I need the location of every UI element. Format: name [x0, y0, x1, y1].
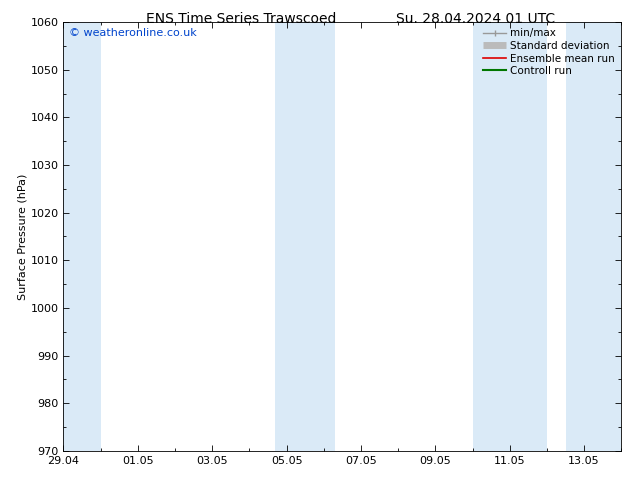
Bar [472, 22, 547, 451]
Bar [63, 22, 101, 451]
Y-axis label: Surface Pressure (hPa): Surface Pressure (hPa) [18, 173, 28, 299]
Text: © weatheronline.co.uk: © weatheronline.co.uk [69, 28, 197, 39]
Legend: min/max, Standard deviation, Ensemble mean run, Controll run: min/max, Standard deviation, Ensemble me… [480, 25, 618, 79]
Bar [566, 22, 621, 451]
Text: ENS Time Series Trawscoed: ENS Time Series Trawscoed [146, 12, 336, 26]
Text: Su. 28.04.2024 01 UTC: Su. 28.04.2024 01 UTC [396, 12, 555, 26]
Bar [275, 22, 335, 451]
